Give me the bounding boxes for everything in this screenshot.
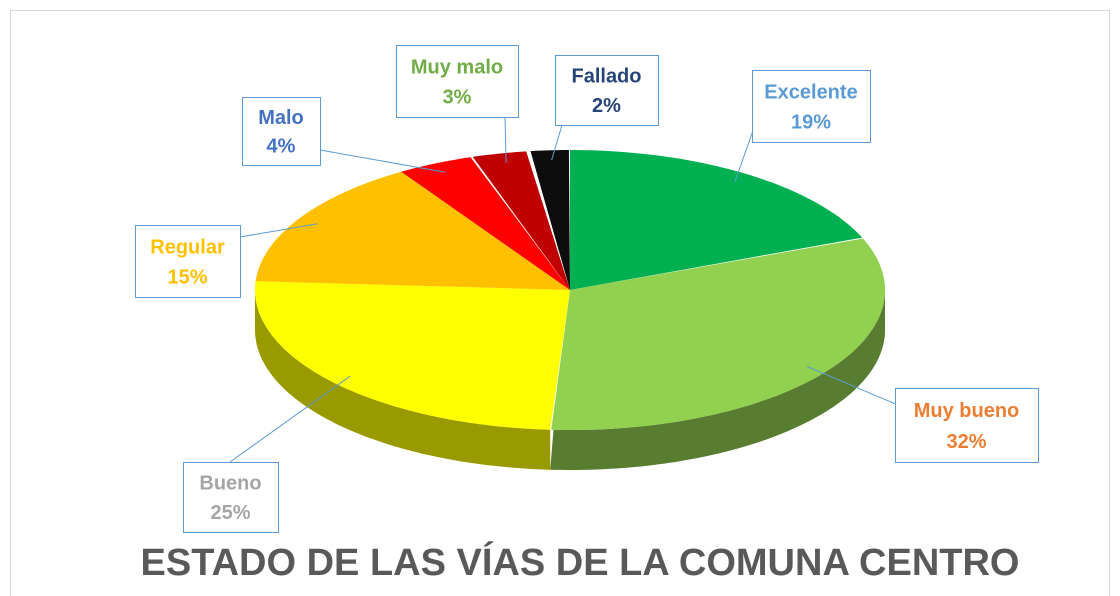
leader-line xyxy=(504,116,507,163)
slice-side xyxy=(255,291,551,470)
category-label: Fallado xyxy=(571,66,641,88)
value-label: 4% xyxy=(267,136,296,158)
label-box xyxy=(895,388,1039,463)
slice xyxy=(530,150,570,290)
pie-sides xyxy=(255,290,885,470)
category-label: Regular xyxy=(150,236,225,258)
leader-line xyxy=(319,149,446,173)
slice xyxy=(551,238,885,430)
pie-top xyxy=(255,150,885,430)
category-label: Malo xyxy=(258,107,304,129)
slice xyxy=(570,150,863,290)
label-box xyxy=(752,70,871,143)
value-label: 32% xyxy=(946,431,986,453)
slice xyxy=(255,281,570,430)
leader-line xyxy=(806,366,899,406)
value-label: 19% xyxy=(791,112,831,134)
label-box xyxy=(396,45,519,118)
leader-line xyxy=(734,124,756,183)
slice xyxy=(401,157,570,290)
slice xyxy=(472,151,570,290)
slice xyxy=(255,171,570,290)
value-label: 3% xyxy=(443,87,472,109)
label-box xyxy=(555,55,659,126)
value-label: 15% xyxy=(167,267,207,289)
value-label: 25% xyxy=(210,502,250,524)
label-box xyxy=(135,225,241,298)
category-label: Muy bueno xyxy=(914,400,1020,422)
leader-line xyxy=(551,124,563,161)
label-box xyxy=(242,97,321,166)
category-label: Bueno xyxy=(199,473,261,495)
label-box xyxy=(183,462,279,533)
leader-line xyxy=(229,375,351,463)
chart-title: ESTADO DE LAS VÍAS DE LA COMUNA CENTRO xyxy=(141,540,1020,584)
category-label: Muy malo xyxy=(411,56,503,78)
value-label: 2% xyxy=(592,95,621,117)
category-label: Excelente xyxy=(764,81,857,103)
leader-line xyxy=(239,223,318,238)
slice-side xyxy=(550,290,885,470)
